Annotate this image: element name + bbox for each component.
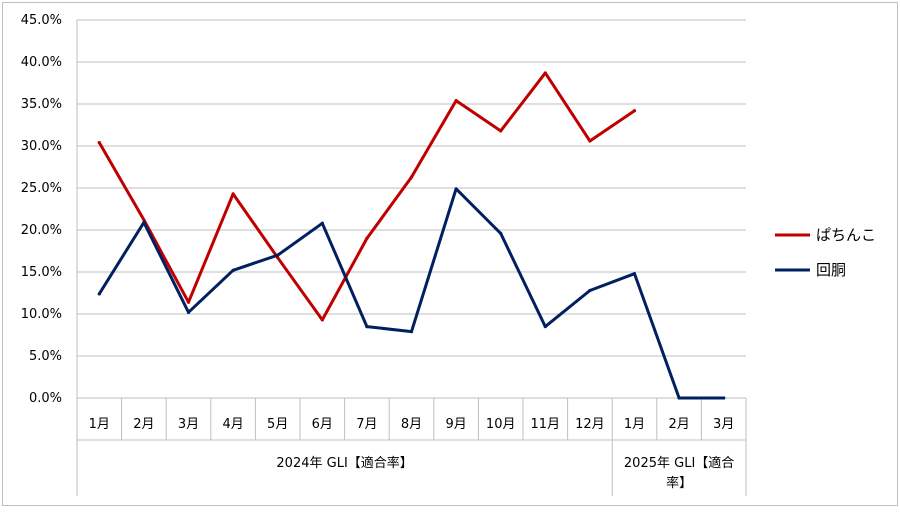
data-point xyxy=(409,330,414,334)
data-point xyxy=(722,396,726,400)
x-tick-label: 11月 xyxy=(531,417,561,432)
y-tick-label: 15.0% xyxy=(21,265,62,280)
x-tick-label: 10月 xyxy=(486,417,516,432)
data-point xyxy=(186,300,191,304)
y-tick-label: 40.0% xyxy=(21,55,62,70)
data-point xyxy=(320,221,324,225)
x-axis-group-labels: 2024年 GLI【適合率】 2025年 GLI【適合率】 xyxy=(276,455,734,491)
data-point xyxy=(320,318,324,322)
data-point xyxy=(142,218,146,222)
x-tick-label: 2月 xyxy=(133,417,154,432)
x-tick-label: 8月 xyxy=(401,417,422,432)
y-tick-label: 30.0% xyxy=(21,139,62,154)
data-point xyxy=(632,109,637,113)
data-point xyxy=(588,139,592,143)
data-point xyxy=(677,396,681,400)
y-tick-label: 25.0% xyxy=(21,181,62,196)
data-point xyxy=(231,192,235,196)
data-point xyxy=(365,325,369,329)
legend-label: 回胴 xyxy=(816,261,846,279)
x-tick-label: 7月 xyxy=(356,417,377,432)
gridlines xyxy=(77,19,746,399)
x-tick-label: 3月 xyxy=(713,417,734,432)
x-tick-label: 12月 xyxy=(575,417,605,432)
data-point xyxy=(632,272,637,276)
data-point xyxy=(365,236,369,240)
y-tick-label: 5.0% xyxy=(29,349,62,364)
x-axis-tick-labels: 1月 2月 3月 4月 5月 6月 7月 8月 9月 10月 11月 12月 1月 2月 3月 xyxy=(89,417,735,432)
x-tick-label: 9月 xyxy=(445,417,466,432)
data-point xyxy=(588,288,592,293)
data-point xyxy=(454,99,458,103)
x-tick-label: 3月 xyxy=(178,417,199,432)
data-point xyxy=(276,253,280,257)
data-point xyxy=(142,220,146,225)
x-group-label: 2024年 GLI【適合率】 xyxy=(276,455,412,471)
x-group-label-line: 2025年 GLI【適合 xyxy=(624,455,734,471)
y-tick-label: 35.0% xyxy=(21,97,62,112)
y-tick-label: 20.0% xyxy=(21,223,62,238)
y-tick-label: 45.0% xyxy=(21,13,62,28)
x-group-label-line: 率】 xyxy=(666,475,692,491)
axes xyxy=(76,20,747,496)
x-tick-label: 6月 xyxy=(312,417,333,432)
data-point xyxy=(97,141,101,145)
data-point xyxy=(409,175,414,179)
x-tick-label: 4月 xyxy=(222,417,243,432)
data-point xyxy=(499,129,503,133)
series-lines xyxy=(97,71,726,400)
data-point xyxy=(499,231,503,235)
y-tick-label: 10.0% xyxy=(21,307,62,322)
data-point xyxy=(186,310,191,314)
x-tick-label: 5月 xyxy=(267,417,288,432)
legend-label: ぱちんこ xyxy=(816,226,876,244)
data-point xyxy=(97,292,101,296)
x-tick-label: 1月 xyxy=(89,417,110,432)
data-point xyxy=(543,325,547,329)
x-tick-label: 2月 xyxy=(668,417,689,432)
data-point xyxy=(543,71,547,75)
data-point xyxy=(231,268,235,272)
data-point xyxy=(454,187,458,191)
y-tick-label: 0.0% xyxy=(29,391,62,406)
x-tick-label: 1月 xyxy=(624,417,645,432)
y-axis-tick-labels: 0.0% 5.0% 10.0% 15.0% 20.0% 25.0% 30.0% 35.0% 40… xyxy=(21,13,62,406)
